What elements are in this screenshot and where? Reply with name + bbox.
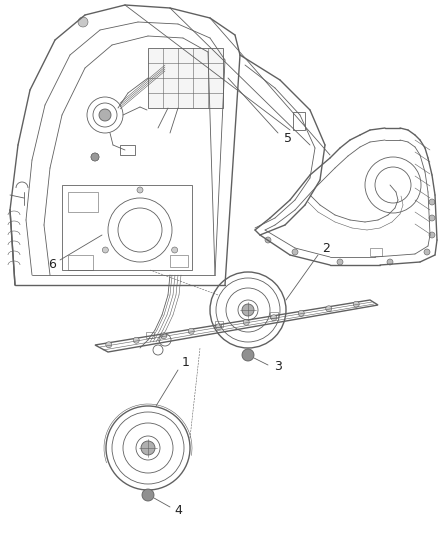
Circle shape <box>133 337 139 343</box>
Circle shape <box>106 342 112 348</box>
Circle shape <box>353 301 359 307</box>
Circle shape <box>78 17 88 27</box>
Circle shape <box>387 259 393 265</box>
Circle shape <box>99 109 111 121</box>
Circle shape <box>141 441 155 455</box>
Circle shape <box>242 304 254 316</box>
Text: 4: 4 <box>174 504 182 516</box>
Circle shape <box>102 247 108 253</box>
Bar <box>293 112 305 130</box>
Bar <box>68 192 98 212</box>
Text: 6: 6 <box>48 259 56 271</box>
Bar <box>170 255 188 267</box>
Circle shape <box>271 315 277 321</box>
Circle shape <box>137 187 143 193</box>
Text: 5: 5 <box>284 132 292 144</box>
Text: 2: 2 <box>322 241 330 254</box>
Circle shape <box>298 310 304 316</box>
Bar <box>68 255 93 270</box>
Circle shape <box>292 249 298 255</box>
Bar <box>215 321 223 327</box>
Circle shape <box>337 259 343 265</box>
Circle shape <box>188 328 194 334</box>
Bar <box>146 332 154 338</box>
Circle shape <box>142 489 154 501</box>
Bar <box>120 145 135 155</box>
Circle shape <box>161 333 167 339</box>
Circle shape <box>265 237 271 243</box>
Bar <box>270 312 278 318</box>
Text: 3: 3 <box>274 360 282 374</box>
Circle shape <box>216 324 222 330</box>
Circle shape <box>424 249 430 255</box>
Circle shape <box>172 247 178 253</box>
Bar <box>148 48 223 108</box>
Circle shape <box>429 215 435 221</box>
Bar <box>62 185 192 270</box>
Bar <box>370 248 382 256</box>
Circle shape <box>429 232 435 238</box>
Circle shape <box>242 349 254 361</box>
Text: 1: 1 <box>182 357 190 369</box>
Circle shape <box>326 306 332 312</box>
Circle shape <box>91 153 99 161</box>
Circle shape <box>429 199 435 205</box>
Circle shape <box>243 319 249 325</box>
Circle shape <box>91 153 99 161</box>
